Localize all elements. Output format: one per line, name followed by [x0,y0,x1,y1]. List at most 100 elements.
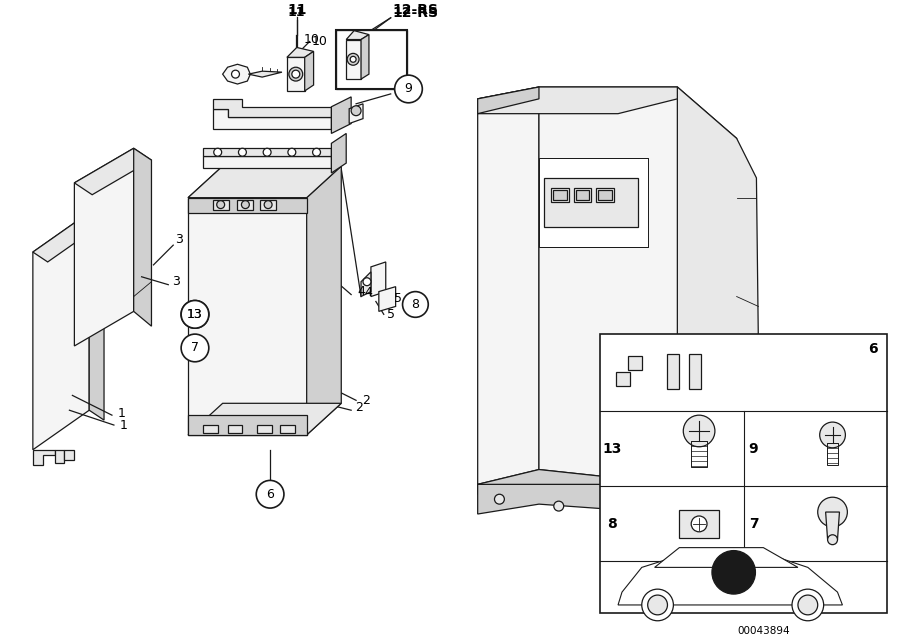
Polygon shape [188,415,307,435]
Circle shape [554,501,563,511]
Text: 4: 4 [357,285,365,298]
Circle shape [683,415,715,447]
Polygon shape [371,262,386,297]
Text: 7: 7 [191,342,199,354]
Circle shape [312,149,320,156]
Bar [597,188,614,202]
Bar [668,354,680,389]
Circle shape [241,201,249,208]
Circle shape [820,422,845,448]
Text: 12-RS: 12-RS [392,3,438,17]
Polygon shape [222,64,250,84]
Polygon shape [346,30,369,39]
Circle shape [394,75,422,103]
Bar [228,425,242,433]
Polygon shape [346,39,361,79]
Bar [573,188,591,202]
Circle shape [238,149,247,156]
Circle shape [347,53,359,65]
Text: 00043894: 00043894 [737,625,789,635]
Text: 3: 3 [176,232,183,246]
Text: 6: 6 [868,342,878,356]
Circle shape [256,481,284,508]
Polygon shape [478,87,539,485]
Bar [238,199,253,210]
Bar [680,510,719,538]
Circle shape [818,497,848,527]
Bar [260,199,276,210]
Polygon shape [202,149,331,156]
Polygon shape [65,450,75,460]
Polygon shape [89,213,104,420]
Polygon shape [478,469,678,499]
Polygon shape [212,109,331,128]
Bar [202,425,218,433]
Polygon shape [331,97,351,133]
Polygon shape [33,450,55,465]
Polygon shape [539,158,648,247]
Text: 1: 1 [120,418,128,432]
Polygon shape [202,156,331,168]
Polygon shape [544,178,638,227]
Bar [600,334,886,613]
Text: 7: 7 [749,517,759,531]
Polygon shape [188,197,307,213]
Text: 10: 10 [303,33,320,46]
Polygon shape [825,512,840,540]
Text: 5: 5 [387,308,395,321]
Circle shape [181,300,209,328]
Circle shape [712,551,755,594]
Polygon shape [287,48,313,57]
Bar [257,425,272,433]
Circle shape [363,277,371,286]
Circle shape [231,70,239,78]
Text: 13: 13 [602,442,622,456]
Polygon shape [188,166,341,197]
Circle shape [691,516,707,531]
Polygon shape [678,87,759,485]
Polygon shape [478,87,539,114]
Polygon shape [539,87,737,485]
Polygon shape [75,149,134,346]
Text: 4: 4 [364,286,372,299]
Polygon shape [307,166,341,435]
Circle shape [217,201,225,208]
Circle shape [181,300,209,328]
Circle shape [402,291,428,318]
Text: 2: 2 [362,394,370,407]
Circle shape [792,589,824,621]
Circle shape [798,595,818,615]
Circle shape [828,535,838,545]
Bar [553,190,567,199]
Bar [598,190,612,199]
Bar [337,30,408,89]
Text: 8: 8 [608,517,617,531]
Polygon shape [33,213,89,450]
Circle shape [351,106,361,116]
Bar [575,190,590,199]
Bar [689,354,701,389]
Polygon shape [478,485,737,514]
Circle shape [263,149,271,156]
Circle shape [265,201,272,208]
Circle shape [292,70,300,78]
Circle shape [494,494,504,504]
Text: 10: 10 [311,35,328,48]
Text: 9: 9 [749,442,759,456]
Text: 13: 13 [187,308,202,321]
Polygon shape [478,87,678,114]
Text: 13: 13 [187,308,202,321]
Text: 9: 9 [404,83,412,95]
Bar [337,30,408,89]
Polygon shape [188,197,307,435]
Polygon shape [134,149,151,326]
Polygon shape [212,99,331,117]
Polygon shape [188,403,341,435]
Polygon shape [305,51,313,91]
Circle shape [648,595,668,615]
Polygon shape [379,286,396,311]
Polygon shape [55,450,65,463]
Text: 5: 5 [393,292,401,305]
Circle shape [642,589,673,621]
Text: 2: 2 [356,401,363,414]
